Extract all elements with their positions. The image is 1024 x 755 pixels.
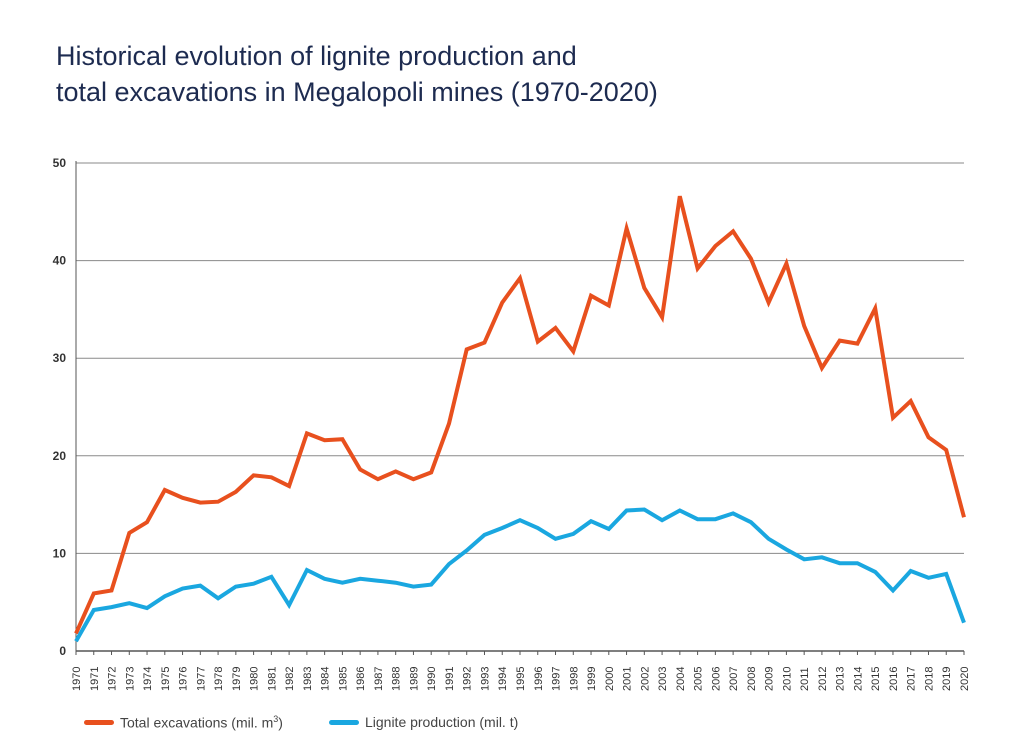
legend-swatch-excavations	[84, 719, 114, 725]
chart-title-line-1: Historical evolution of lignite producti…	[56, 41, 577, 71]
x-tick-label: 2017	[906, 667, 918, 691]
y-tick-label: 20	[53, 449, 67, 463]
x-tick-label: 1974	[142, 667, 154, 691]
x-tick-label: 1979	[231, 667, 243, 691]
legend-swatch-lignite	[328, 719, 359, 725]
x-tick-label: 2015	[870, 667, 882, 691]
x-tick-label: 1988	[391, 667, 403, 691]
y-tick-label: 0	[59, 644, 66, 658]
y-tick-label: 40	[53, 254, 67, 268]
legend-item-lignite: Lignite production (mil. t)	[328, 714, 519, 730]
x-tick-label: 2006	[710, 667, 722, 691]
chart-title-line-2: total excavations in Megalopoli mines (1…	[56, 77, 658, 107]
x-tick-label: 2004	[675, 667, 687, 691]
x-tick-label: 1993	[479, 667, 491, 691]
y-tick-label: 50	[53, 156, 67, 170]
x-tick-label: 1980	[249, 667, 261, 691]
x-tick-label: 2001	[622, 667, 634, 691]
x-tick-label: 1973	[124, 667, 136, 691]
x-tick-label: 2007	[728, 667, 740, 691]
x-tick-label: 1984	[320, 667, 332, 691]
chart-title: Historical evolution of lignite producti…	[56, 38, 956, 110]
y-tick-label: 10	[53, 546, 67, 560]
x-tick-label: 2005	[693, 667, 705, 691]
x-tick-label: 2020	[959, 667, 971, 691]
x-tick-label: 2008	[746, 667, 758, 691]
x-tick-label: 2000	[604, 667, 616, 691]
x-tick-label: 1983	[302, 667, 314, 691]
x-tick-label: 1975	[160, 667, 172, 691]
x-tick-label: 1982	[284, 667, 296, 691]
x-tick-label: 1995	[515, 667, 527, 691]
x-tick-label: 2016	[888, 667, 900, 691]
x-tick-label: 1972	[107, 667, 119, 691]
x-tick-label: 1978	[213, 667, 225, 691]
x-tick-label: 1971	[89, 667, 101, 691]
series-line-0	[74, 195, 966, 635]
x-tick-label: 2012	[817, 667, 829, 691]
y-axis-ticks: 0 10 20 30 40 50	[53, 156, 67, 658]
x-tick-label: 1990	[426, 667, 438, 691]
grid-lines	[75, 161, 964, 652]
x-axis-ticks: 1970 1971 1972 1973 1974 1975 1976 1977 1978 1979…	[71, 651, 971, 691]
x-tick-label: 2019	[941, 667, 953, 691]
x-tick-label: 1996	[533, 667, 545, 691]
legend-item-excavations: Total excavations (mil. m3)	[84, 713, 283, 731]
legend-label-excavations: Total excavations (mil. m3)	[120, 713, 283, 731]
x-tick-label: 2010	[781, 667, 793, 691]
legend-label-lignite: Lignite production (mil. t)	[364, 714, 519, 730]
x-tick-label: 1998	[568, 667, 580, 691]
x-tick-label: 1992	[462, 667, 474, 691]
x-tick-label: 1987	[373, 667, 385, 691]
x-tick-label: 2014	[852, 667, 864, 691]
x-tick-label: 1991	[444, 667, 456, 691]
x-tick-label: 1976	[178, 667, 190, 691]
x-tick-label: 1999	[586, 667, 598, 691]
x-tick-label: 2002	[639, 667, 651, 691]
x-tick-label: 1986	[355, 667, 367, 691]
x-tick-label: 1970	[71, 667, 83, 691]
x-tick-label: 1985	[337, 667, 349, 691]
x-tick-label: 1989	[408, 667, 420, 691]
series-line-1	[74, 507, 966, 643]
x-tick-label: 1997	[551, 667, 563, 691]
x-tick-label: 2018	[923, 667, 935, 691]
x-tick-label: 1977	[195, 667, 207, 691]
x-tick-label: 1994	[497, 667, 509, 691]
x-tick-label: 2011	[799, 667, 811, 691]
x-tick-label: 2009	[764, 667, 776, 691]
x-tick-label: 2013	[835, 667, 847, 691]
x-tick-label: 1981	[266, 667, 278, 691]
y-tick-label: 30	[53, 351, 67, 365]
x-tick-label: 2003	[657, 667, 669, 691]
legend: Total excavations (mil. m3) Lignite prod…	[84, 712, 564, 732]
series-lines	[74, 195, 966, 643]
